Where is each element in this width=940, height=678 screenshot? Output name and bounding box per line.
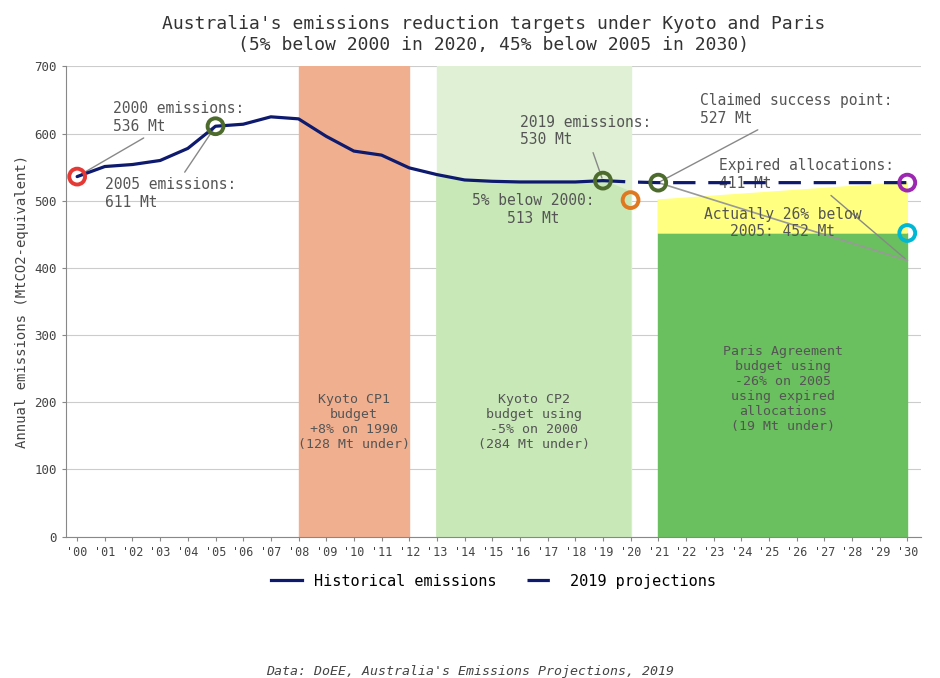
Point xyxy=(70,171,85,182)
Text: Claimed success point:
527 Mt: Claimed success point: 527 Mt xyxy=(661,94,892,181)
Polygon shape xyxy=(658,233,907,536)
Title: Australia's emissions reduction targets under Kyoto and Paris
(5% below 2000 in : Australia's emissions reduction targets … xyxy=(162,15,825,54)
Text: 2005 emissions:
611 Mt: 2005 emissions: 611 Mt xyxy=(105,129,236,210)
Polygon shape xyxy=(658,182,907,233)
Text: Actually 26% below
2005: 452 Mt: Actually 26% below 2005: 452 Mt xyxy=(704,207,861,239)
Y-axis label: Annual emissions (MtCO2-equivalent): Annual emissions (MtCO2-equivalent) xyxy=(15,155,29,448)
Point xyxy=(900,177,915,188)
Text: Expired allocations:
411 Mt: Expired allocations: 411 Mt xyxy=(719,159,905,259)
Text: Kyoto CP2
budget using
-5% on 2000
(284 Mt under): Kyoto CP2 budget using -5% on 2000 (284 … xyxy=(478,393,589,452)
Point xyxy=(595,175,610,186)
Point xyxy=(900,228,915,239)
Point xyxy=(208,121,223,132)
Text: Kyoto CP1
budget
+8% on 1990
(128 Mt under): Kyoto CP1 budget +8% on 1990 (128 Mt und… xyxy=(298,393,410,452)
Text: 2000 emissions:
536 Mt: 2000 emissions: 536 Mt xyxy=(80,102,244,175)
Point xyxy=(623,195,638,205)
Polygon shape xyxy=(437,174,631,536)
Text: Paris Agreement
budget using
-26% on 2005
using expired
allocations
(19 Mt under: Paris Agreement budget using -26% on 200… xyxy=(723,345,843,433)
Point xyxy=(650,177,666,188)
Text: Data: DoEE, Australia's Emissions Projections, 2019: Data: DoEE, Australia's Emissions Projec… xyxy=(266,664,674,677)
Legend: Historical emissions, 2019 projections: Historical emissions, 2019 projections xyxy=(265,567,722,595)
Text: 2019 emissions:
530 Mt: 2019 emissions: 530 Mt xyxy=(520,115,651,178)
Text: 5% below 2000:
513 Mt: 5% below 2000: 513 Mt xyxy=(473,193,595,226)
